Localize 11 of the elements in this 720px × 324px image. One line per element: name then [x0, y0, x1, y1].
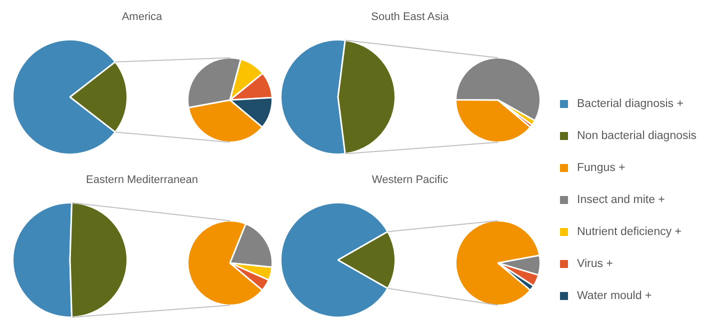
legend-label: Nutrient deficiency +	[577, 226, 682, 238]
legend-label: Fungus +	[577, 162, 626, 174]
chart-title: America	[120, 11, 164, 23]
legend-label: Insect and mite +	[577, 194, 665, 206]
legend-label: Water mould +	[577, 290, 652, 302]
chart-title: Western Pacific	[370, 174, 450, 186]
chart-title: Eastern Mediterranean	[85, 174, 199, 186]
legend-label: Non bacterial diagnosis	[577, 130, 697, 142]
legend-label: Bacterial diagnosis +	[577, 98, 684, 110]
legend-label: Virus +	[577, 258, 613, 270]
chart-title: South East Asia	[370, 11, 450, 23]
